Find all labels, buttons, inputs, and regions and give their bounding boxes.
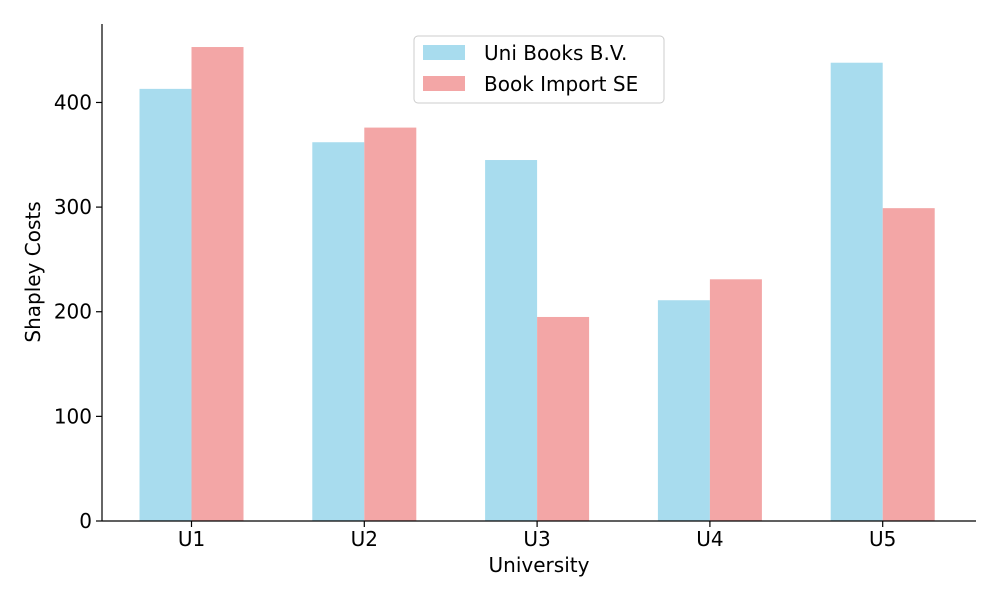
y-tick-label: 400 xyxy=(54,90,92,114)
x-tick-label: U1 xyxy=(178,527,205,551)
y-tick-label: 200 xyxy=(54,300,92,324)
y-axis-ticks: 0 100 200 300 400 xyxy=(54,90,102,533)
legend: Uni Books B.V. Book Import SE xyxy=(413,35,665,104)
bar-u5-series-1 xyxy=(830,62,883,521)
x-tick-label: U4 xyxy=(696,527,723,551)
bar-u4-series-2 xyxy=(709,279,762,521)
bar-u3-series-1 xyxy=(485,160,538,521)
bar-u2-series-1 xyxy=(312,142,365,521)
y-tick-label: 100 xyxy=(54,404,92,428)
legend-swatch xyxy=(423,76,465,91)
y-axis-label: Shapley Costs xyxy=(21,201,45,342)
x-axis-ticks: U1 U2 U3 U4 U5 xyxy=(178,521,896,551)
legend-box xyxy=(413,35,665,104)
x-tick-label: U3 xyxy=(523,527,550,551)
y-tick-label: 300 xyxy=(54,195,92,219)
bars-layer xyxy=(139,47,935,521)
bar-u1-series-1 xyxy=(139,88,192,521)
legend-swatch xyxy=(423,45,465,60)
bar-u4-series-1 xyxy=(657,300,710,521)
bar-u2-series-2 xyxy=(364,127,417,521)
x-tick-label: U2 xyxy=(351,527,378,551)
bar-u3-series-2 xyxy=(537,316,590,521)
bar-u1-series-2 xyxy=(191,47,244,521)
legend-label: Book Import SE xyxy=(484,72,638,96)
legend-label: Uni Books B.V. xyxy=(484,41,627,65)
bar-u5-series-2 xyxy=(882,208,935,521)
y-tick-label: 0 xyxy=(79,509,92,533)
x-tick-label: U5 xyxy=(869,527,896,551)
x-axis-label: University xyxy=(489,553,590,577)
axes xyxy=(101,24,976,522)
